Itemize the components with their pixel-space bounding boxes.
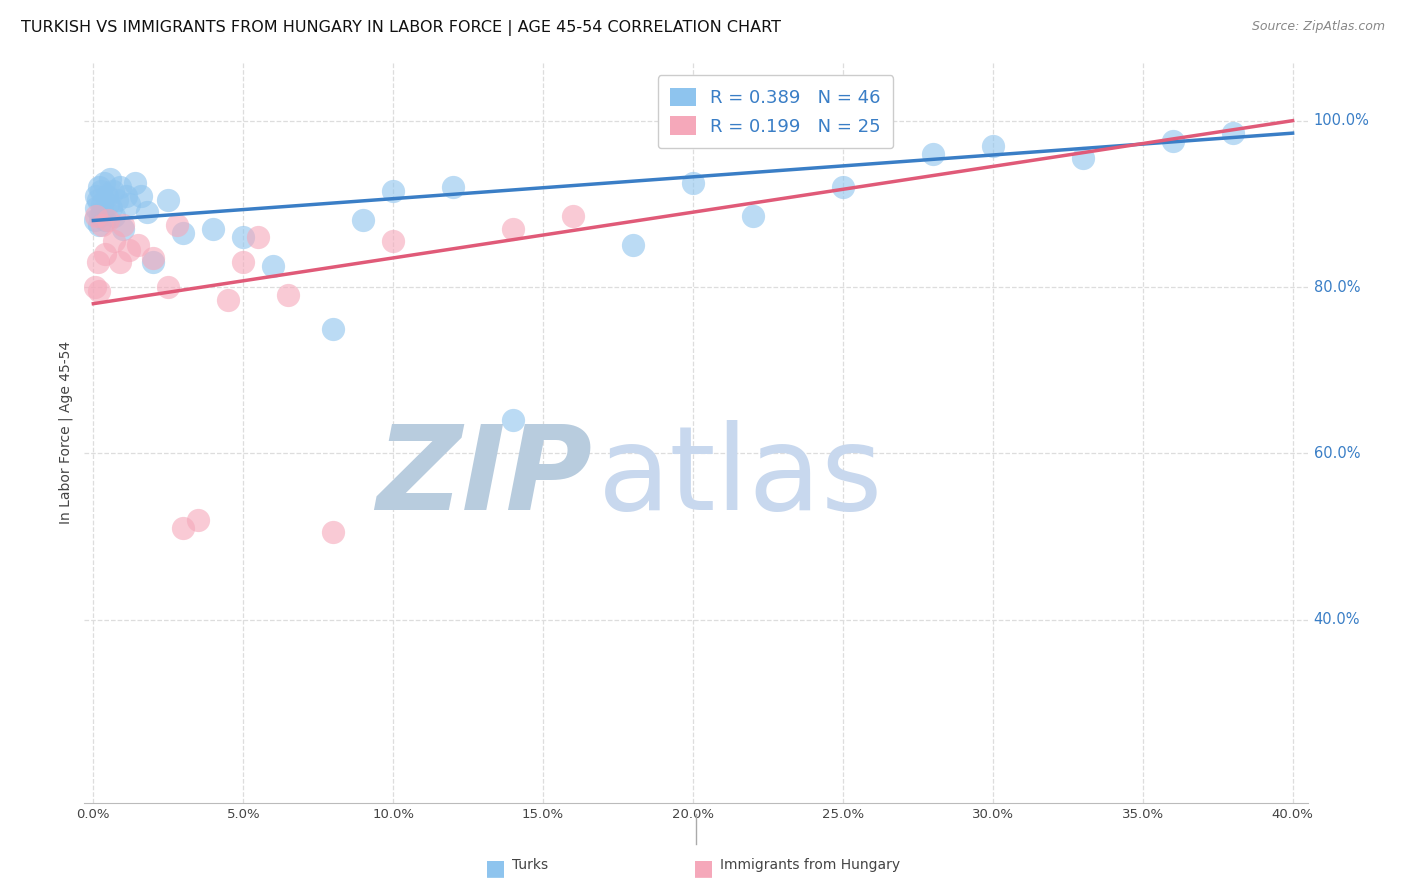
Point (322, 525, 344, 540)
Point (502, 222, 524, 236)
Point (86, 188, 108, 202)
Point (87, 193, 110, 207)
Point (322, 321, 344, 335)
Point (142, 255, 165, 269)
Text: Source: ZipAtlas.com: Source: ZipAtlas.com (1251, 20, 1385, 33)
Point (97, 197, 120, 211)
Text: 60.0%: 60.0% (1313, 446, 1360, 461)
Point (91, 197, 114, 211)
Point (84, 201, 107, 215)
Point (105, 193, 128, 207)
Point (103, 235, 125, 249)
Point (682, 176, 704, 190)
Point (831, 180, 853, 194)
Text: 80.0%: 80.0% (1313, 279, 1360, 294)
Point (981, 138, 1004, 153)
Text: atlas: atlas (598, 419, 883, 534)
Point (157, 280, 180, 294)
Point (91, 218, 114, 232)
Point (94, 246, 117, 260)
Point (90, 185, 112, 199)
Point (87, 255, 110, 269)
Point (118, 197, 141, 211)
Point (118, 243, 141, 257)
Text: 100.0%: 100.0% (1313, 113, 1369, 128)
Point (621, 238, 644, 252)
Point (90, 205, 112, 219)
Point (742, 210, 765, 224)
Point (112, 218, 135, 232)
Point (187, 513, 209, 527)
Point (98, 172, 121, 186)
Point (112, 222, 135, 236)
Point (562, 210, 585, 224)
Point (382, 185, 405, 199)
Point (115, 188, 138, 202)
Point (232, 255, 254, 269)
Point (93, 176, 115, 190)
Text: 40.0%: 40.0% (1313, 612, 1360, 627)
Point (89, 284, 111, 298)
Point (124, 176, 146, 190)
Y-axis label: In Labor Force | Age 45-54: In Labor Force | Age 45-54 (59, 341, 73, 524)
Point (277, 288, 299, 302)
Text: ■: ■ (485, 858, 506, 879)
Point (101, 185, 124, 199)
Point (136, 205, 159, 219)
Point (352, 213, 374, 227)
Point (96, 188, 118, 202)
Point (142, 251, 165, 265)
Text: TURKISH VS IMMIGRANTS FROM HUNGARY IN LABOR FORCE | AGE 45-54 CORRELATION CHART: TURKISH VS IMMIGRANTS FROM HUNGARY IN LA… (21, 20, 782, 36)
Point (87, 218, 110, 232)
Point (172, 521, 194, 535)
Point (217, 293, 239, 307)
Point (157, 193, 180, 207)
Point (127, 238, 149, 252)
Point (83, 213, 105, 227)
Point (131, 188, 153, 202)
Point (94, 213, 117, 227)
Point (921, 147, 943, 161)
Point (89, 180, 111, 194)
Point (232, 230, 254, 244)
Point (247, 230, 270, 244)
Point (110, 180, 132, 194)
Point (441, 180, 464, 194)
Point (100, 201, 122, 215)
Legend: R = 0.389   N = 46, R = 0.199   N = 25: R = 0.389 N = 46, R = 0.199 N = 25 (658, 75, 893, 148)
Point (103, 210, 125, 224)
Point (83, 280, 105, 294)
Point (1071, 151, 1094, 165)
Point (262, 259, 284, 273)
Point (89, 210, 111, 224)
Point (1222, 126, 1244, 140)
Point (172, 226, 194, 240)
Point (166, 218, 188, 232)
Point (110, 255, 132, 269)
Point (382, 235, 405, 249)
Text: Turks: Turks (513, 858, 548, 872)
Point (1161, 135, 1184, 149)
Point (502, 413, 524, 427)
Point (97, 213, 120, 227)
Point (86, 210, 108, 224)
Text: ZIP: ZIP (375, 419, 592, 534)
Point (202, 222, 225, 236)
Text: ■: ■ (693, 858, 714, 879)
Text: Immigrants from Hungary: Immigrants from Hungary (720, 858, 901, 872)
